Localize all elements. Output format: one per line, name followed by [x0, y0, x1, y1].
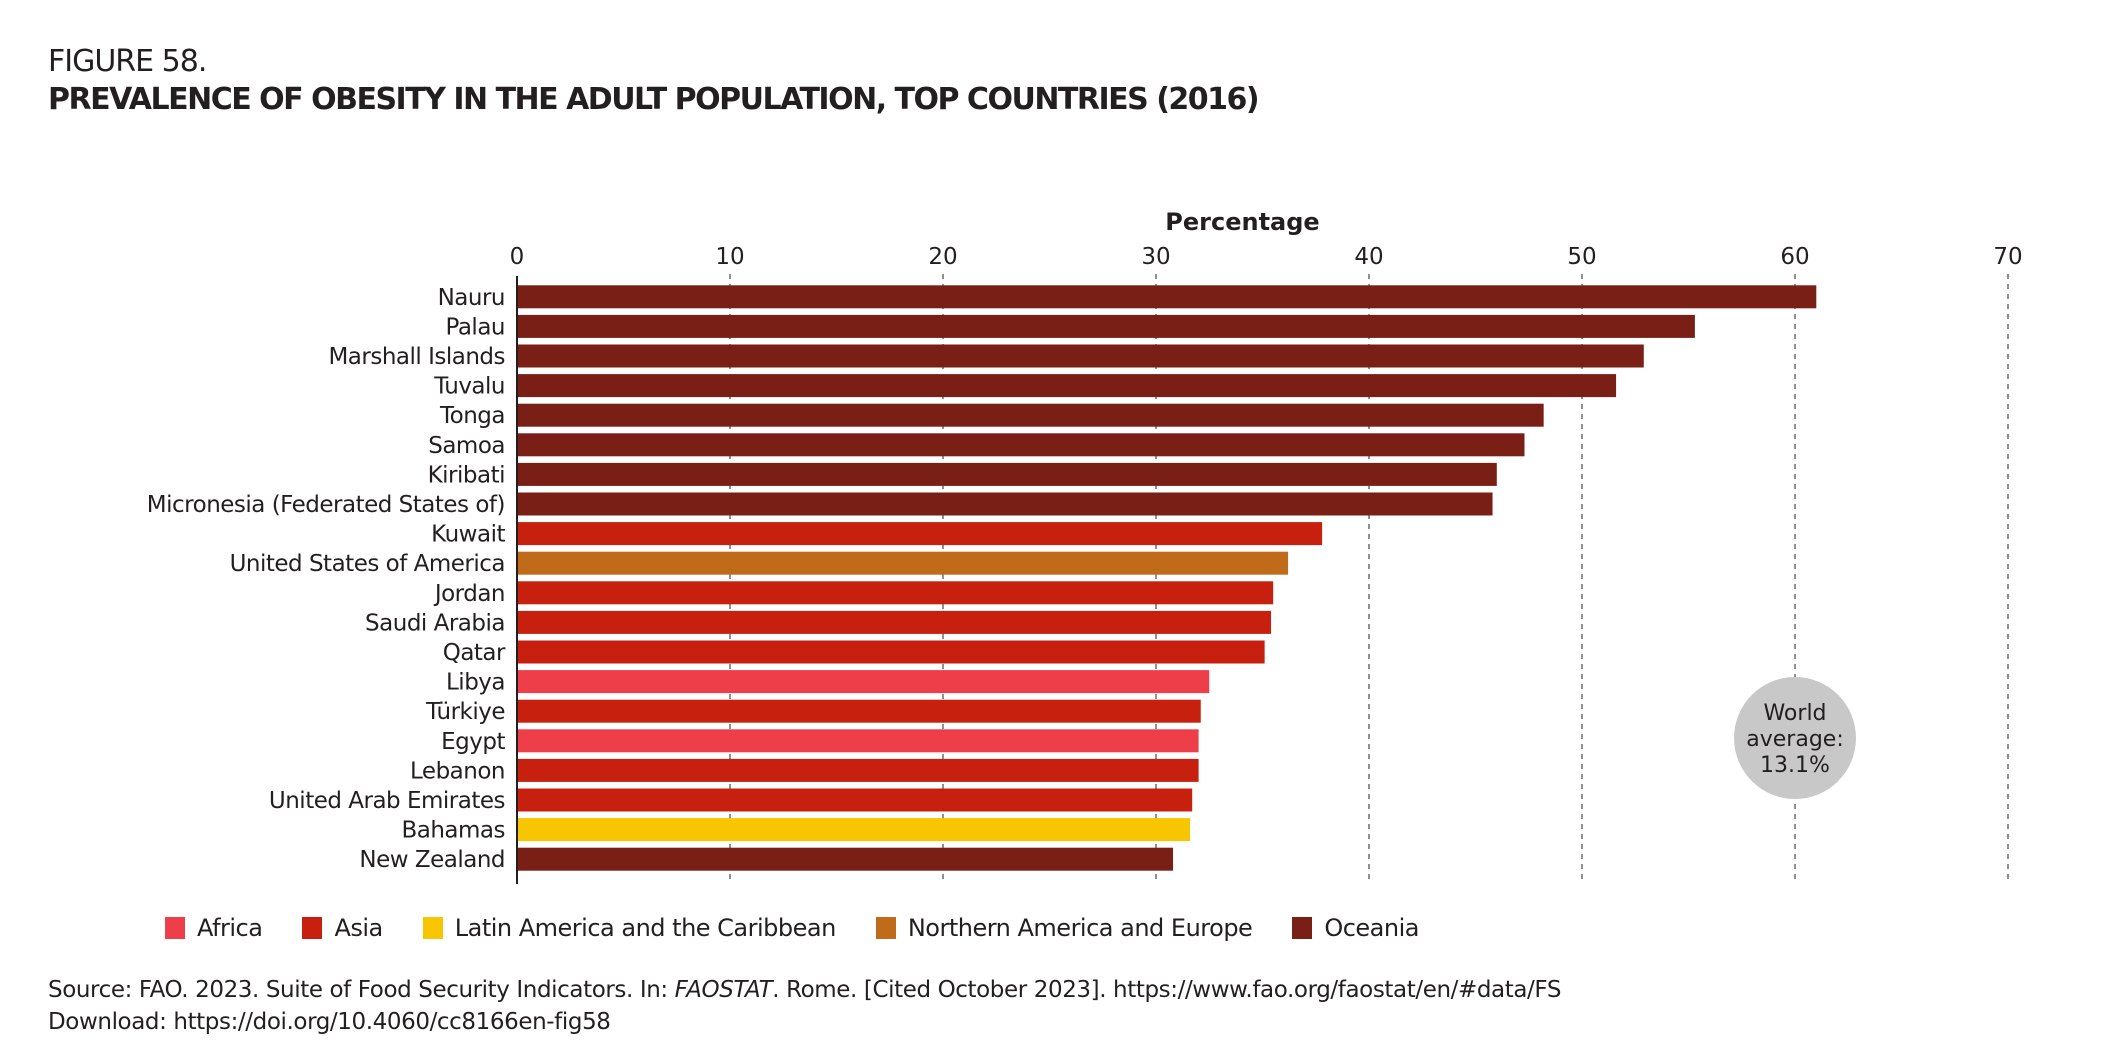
bar: [517, 758, 1199, 782]
source-note: Source: FAO. 2023. Suite of Food Securit…: [48, 974, 1561, 1038]
legend-item: Africa: [165, 914, 263, 942]
legend-label: Asia: [334, 914, 383, 942]
world-average-label: average:: [1746, 727, 1843, 752]
download-line: Download: https://doi.org/10.4060/cc8166…: [48, 1009, 611, 1035]
source-prefix: Source: FAO. 2023. Suite of Food Securit…: [48, 977, 675, 1003]
category-label: Türkiye: [425, 699, 505, 725]
bar: [517, 492, 1493, 516]
category-label: Bahamas: [401, 818, 505, 844]
category-label: Samoa: [428, 433, 505, 459]
legend: Africa Asia Latin America and the Caribbea…: [165, 914, 1459, 942]
bar: [517, 788, 1193, 812]
world-average-label: 13.1%: [1760, 753, 1830, 778]
bar: [517, 699, 1201, 723]
bar: [517, 522, 1323, 546]
category-label: Kuwait: [431, 522, 505, 548]
x-tick-label: 40: [1354, 244, 1383, 270]
category-label: New Zealand: [359, 847, 505, 873]
category-label: Marshall Islands: [328, 344, 505, 370]
world-average-bubble: [1734, 677, 1856, 799]
x-axis-title: Percentage: [1165, 208, 1319, 236]
bar: [517, 403, 1544, 427]
legend-label: Northern America and Europe: [907, 914, 1253, 942]
x-tick-label: 60: [1780, 244, 1809, 270]
bar: [517, 285, 1817, 309]
x-tick-label: 20: [928, 244, 957, 270]
bar: [517, 433, 1525, 457]
category-label: Egypt: [441, 729, 505, 755]
x-tick-label: 70: [1993, 244, 2022, 270]
source-suffix: . Rome. [Cited October 2023]. https://ww…: [772, 977, 1562, 1003]
legend-item: Northern America and Europe: [875, 914, 1253, 942]
bar: [517, 551, 1289, 575]
category-label: United States of America: [230, 551, 505, 577]
legend-swatch: [422, 917, 443, 939]
category-label: Palau: [446, 314, 506, 340]
world-average-label: World: [1763, 701, 1826, 726]
category-label: Libya: [446, 670, 505, 696]
source-italic: FAOSTAT: [674, 977, 773, 1003]
category-label: Tuvalu: [433, 374, 505, 400]
legend-label: Africa: [197, 914, 263, 942]
category-label: Saudi Arabia: [365, 610, 505, 636]
category-label: Micronesia (Federated States of): [147, 492, 505, 518]
x-tick-label: 50: [1567, 244, 1596, 270]
bar: [517, 640, 1265, 664]
category-label: Tonga: [439, 403, 505, 429]
bar: [517, 344, 1644, 368]
legend-swatch: [165, 917, 185, 939]
bar: [517, 729, 1199, 753]
x-tick-label: 10: [715, 244, 744, 270]
bar: [517, 374, 1617, 398]
bar: [517, 610, 1272, 634]
legend-swatch: [302, 917, 323, 939]
category-label: Jordan: [433, 581, 505, 607]
legend-item: Oceania: [1292, 914, 1419, 942]
legend-swatch: [875, 917, 896, 939]
x-tick-label: 0: [510, 244, 525, 270]
legend-item: Latin America and the Caribbean: [422, 914, 837, 942]
bar: [517, 462, 1497, 486]
x-tick-label: 30: [1141, 244, 1170, 270]
bar: [517, 314, 1695, 338]
category-label: Nauru: [438, 285, 505, 311]
legend-swatch: [1292, 917, 1313, 939]
category-label: United Arab Emirates: [269, 788, 505, 814]
category-label: Kiribati: [428, 462, 505, 488]
bar: [517, 581, 1274, 605]
bar: [517, 818, 1191, 842]
category-label: Lebanon: [410, 758, 505, 784]
category-label: Qatar: [443, 640, 506, 666]
legend-label: Latin America and the Caribbean: [454, 914, 837, 942]
bar: [517, 670, 1210, 694]
figure-title: PREVALENCE OF OBESITY IN THE ADULT POPUL…: [48, 82, 1260, 117]
legend-item: Asia: [302, 914, 383, 942]
figure-label: FIGURE 58.: [48, 44, 207, 79]
bar: [517, 847, 1174, 871]
legend-label: Oceania: [1324, 914, 1419, 942]
source-line: Source: FAO. 2023. Suite of Food Securit…: [48, 974, 1561, 1006]
